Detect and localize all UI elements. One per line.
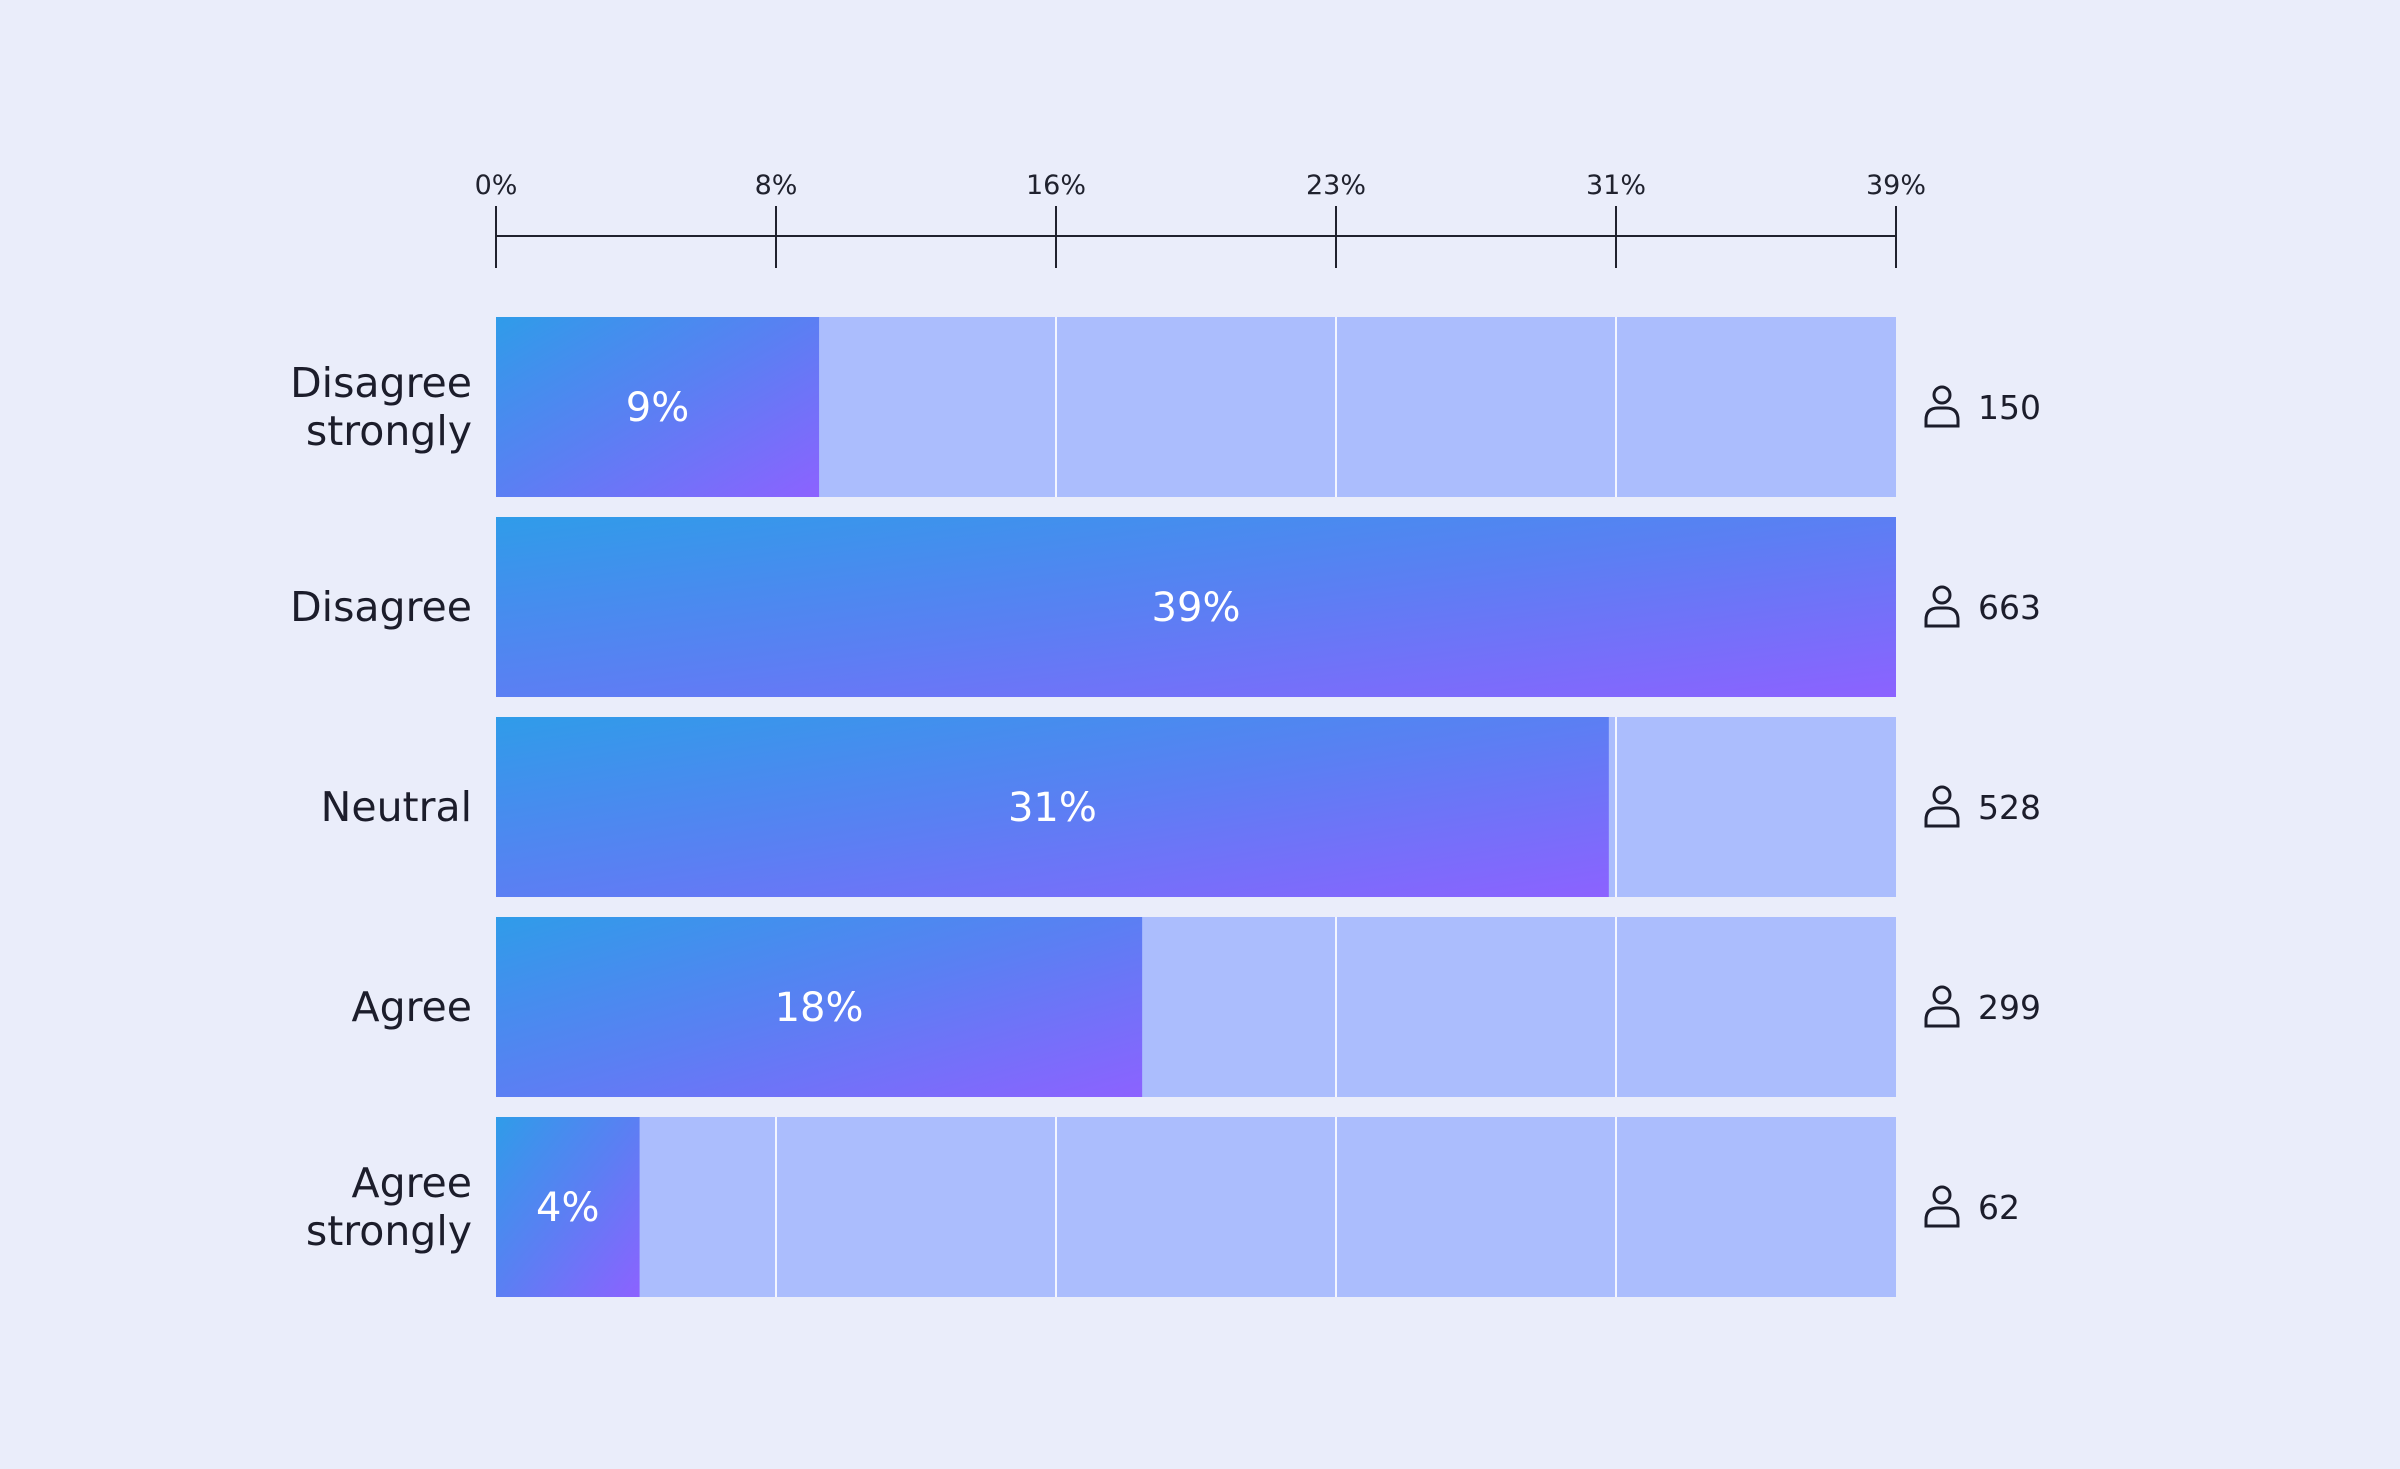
person-icon-head <box>1932 1185 1952 1205</box>
person-icon <box>1924 1185 1960 1228</box>
person-icon-head <box>1932 785 1952 805</box>
bar <box>496 717 1609 897</box>
bar-value-label: 4% <box>536 1185 599 1231</box>
person-icon-body <box>1924 806 1960 828</box>
bar-track <box>496 1117 1896 1297</box>
bar <box>496 1117 640 1297</box>
person-icon <box>1924 785 1960 828</box>
category-label: Disagree strongly <box>290 359 472 455</box>
bar-row: 4% <box>496 1117 1896 1297</box>
tick-label: 39% <box>1866 170 1926 201</box>
bar-value-label: 31% <box>1008 785 1097 831</box>
bar-value-label: 39% <box>1152 585 1241 631</box>
person-icon-body <box>1924 1006 1960 1028</box>
tick-label: 0% <box>475 170 518 201</box>
person-icon-head <box>1932 385 1952 405</box>
person-icon-body <box>1924 406 1960 428</box>
respondent-count: 663 <box>1978 588 2041 627</box>
category-label-line: Agree <box>352 1159 472 1207</box>
category-label-line: Disagree <box>290 359 472 407</box>
x-axis: 0% 8% 16% 23% 31% 39% <box>475 170 1926 268</box>
respondent-counts: 150 663 528 299 62 <box>1924 385 2041 1228</box>
category-label-line: Neutral <box>321 783 472 831</box>
bar-value-label: 9% <box>626 385 689 431</box>
respondent-count: 150 <box>1978 388 2041 427</box>
category-label-line: Disagree <box>290 583 472 631</box>
bar <box>496 317 820 497</box>
category-label-line: Agree <box>352 983 472 1031</box>
category-label-line: strongly <box>306 407 472 455</box>
bar <box>496 917 1143 1097</box>
bars: 9% 39% 31% 18% 4% <box>496 317 1896 1297</box>
bar-row: 31% <box>496 717 1896 897</box>
person-icon-body <box>1924 1206 1960 1228</box>
category-label: Agree strongly <box>306 1159 472 1255</box>
tick-label: 31% <box>1586 170 1646 201</box>
bar-row: 9% <box>496 317 1896 497</box>
bar-row: 18% <box>496 917 1896 1097</box>
person-icon <box>1924 985 1960 1028</box>
category-label: Disagree <box>290 583 472 631</box>
bar-value-label: 18% <box>775 985 864 1031</box>
respondent-count: 528 <box>1978 788 2041 827</box>
respondent-count: 299 <box>1978 988 2041 1027</box>
tick-label: 16% <box>1026 170 1086 201</box>
person-icon-body <box>1924 606 1960 628</box>
bar <box>496 517 1896 697</box>
person-icon-head <box>1932 585 1952 605</box>
category-label: Neutral <box>321 783 472 831</box>
tick-label: 23% <box>1306 170 1366 201</box>
person-icon-head <box>1932 985 1952 1005</box>
category-label: Agree <box>352 983 472 1031</box>
respondent-count: 62 <box>1978 1188 2020 1227</box>
category-label-line: strongly <box>306 1207 472 1255</box>
person-icon <box>1924 385 1960 428</box>
category-labels: Disagree stronglyDisagreeNeutralAgreeAgre… <box>290 359 472 1255</box>
tick-label: 8% <box>755 170 798 201</box>
bar-row: 39% <box>496 517 1896 697</box>
person-icon <box>1924 585 1960 628</box>
